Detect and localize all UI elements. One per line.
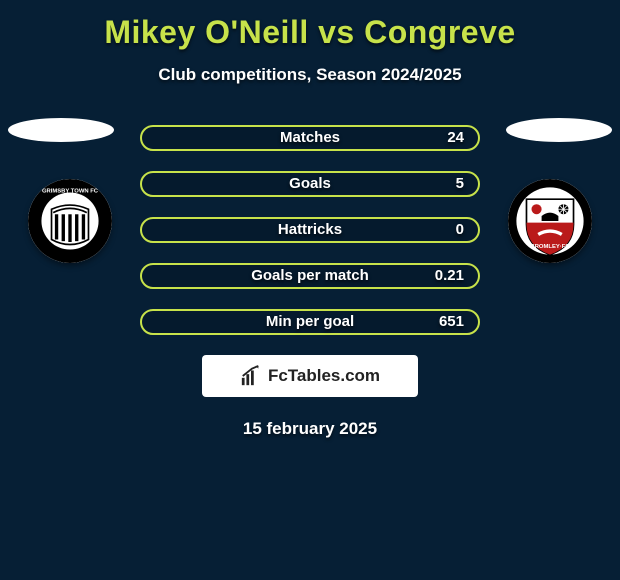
pedestal-right	[506, 118, 612, 142]
stat-label: Min per goal	[142, 313, 478, 330]
stat-row-matches: Matches 24	[140, 125, 480, 151]
stat-label: Goals per match	[142, 267, 478, 284]
brand-badge: FcTables.com	[202, 355, 418, 397]
club-crest-right: BROMLEY·FC	[508, 179, 592, 263]
club-crest-left: GRIMSBY TOWN FC	[28, 179, 112, 263]
chart-icon	[240, 365, 262, 387]
svg-text:BROMLEY·FC: BROMLEY·FC	[530, 244, 570, 250]
stat-value: 0.21	[435, 267, 464, 284]
stat-row-goals-per-match: Goals per match 0.21	[140, 263, 480, 289]
brand-text: FcTables.com	[268, 366, 380, 386]
pedestal-left	[8, 118, 114, 142]
stat-label: Goals	[142, 175, 478, 192]
comparison-stage: GRIMSBY TOWN FC BROMLEY·FC Matches 2	[0, 125, 620, 439]
subtitle: Club competitions, Season 2024/2025	[0, 65, 620, 85]
stat-value: 0	[456, 221, 464, 238]
page-title: Mikey O'Neill vs Congreve	[0, 0, 620, 51]
stat-row-min-per-goal: Min per goal 651	[140, 309, 480, 335]
stat-bars: Matches 24 Goals 5 Hattricks 0 Goals per…	[140, 125, 480, 335]
stat-value: 24	[447, 129, 464, 146]
stat-row-goals: Goals 5	[140, 171, 480, 197]
date-text: 15 february 2025	[0, 419, 620, 439]
stat-value: 5	[456, 175, 464, 192]
stat-value: 651	[439, 313, 464, 330]
stat-label: Hattricks	[142, 221, 478, 238]
svg-text:GRIMSBY TOWN FC: GRIMSBY TOWN FC	[42, 188, 99, 194]
crest-right-svg: BROMLEY·FC	[508, 179, 592, 263]
crest-left-svg: GRIMSBY TOWN FC	[28, 179, 112, 263]
stat-row-hattricks: Hattricks 0	[140, 217, 480, 243]
stat-label: Matches	[142, 129, 478, 146]
